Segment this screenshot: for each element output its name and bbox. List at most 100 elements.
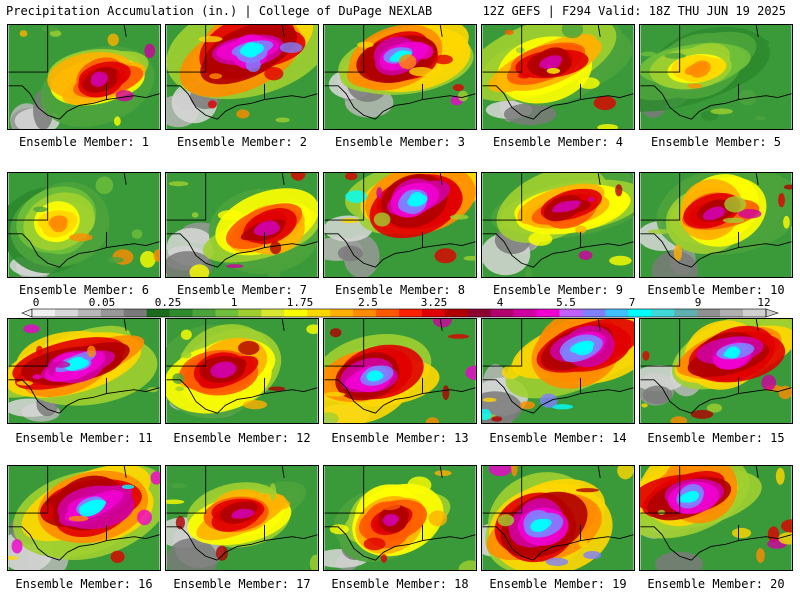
ensemble-panel-1	[7, 24, 161, 130]
colorbar-tick-label: 1	[230, 296, 238, 309]
ensemble-member-label: Ensemble Member: 19	[489, 577, 627, 591]
colorbar-swatch	[720, 309, 744, 317]
precip-map	[166, 466, 318, 570]
colorbar-swatch	[399, 309, 423, 317]
precip-map	[640, 466, 792, 570]
precip-map	[640, 25, 792, 129]
colorbar-max-arrow	[765, 308, 779, 318]
colorbar-swatch	[674, 309, 698, 317]
colorbar-swatch	[605, 309, 629, 317]
colorbar-min-arrow	[21, 308, 33, 318]
ensemble-member-label: Ensemble Member: 8	[334, 283, 466, 297]
precip-map	[482, 319, 634, 423]
colorbar-swatch	[467, 309, 492, 317]
colorbar-swatch	[559, 309, 583, 317]
precip-map	[640, 173, 792, 277]
colorbar-tick-label: 9	[694, 296, 702, 309]
colorbar-swatch	[376, 309, 400, 317]
ensemble-member-label: Ensemble Member: 9	[492, 283, 624, 297]
precip-map	[324, 25, 476, 129]
precip-map	[8, 466, 160, 570]
colorbar-swatch	[32, 309, 56, 317]
colorbar-swatch	[330, 309, 354, 317]
ensemble-panel-16	[7, 465, 161, 571]
colorbar-swatch	[697, 309, 721, 317]
ensemble-member-label: Ensemble Member: 5	[650, 135, 782, 149]
colorbar-swatch	[307, 309, 331, 317]
colorbar-tick-label: 7	[628, 296, 636, 309]
run-valid-info: 12Z GEFS | F294 Valid: 18Z THU JUN 19 20…	[482, 4, 786, 18]
colorbar-tick-label: 4	[496, 296, 504, 309]
ensemble-member-label: Ensemble Member: 15	[647, 431, 785, 445]
colorbar-swatch	[353, 309, 377, 317]
colorbar-swatch	[421, 309, 446, 317]
precip-map	[482, 466, 634, 570]
ensemble-panel-17	[165, 465, 319, 571]
ensemble-panel-9	[481, 172, 635, 278]
ensemble-member-label: Ensemble Member: 3	[334, 135, 466, 149]
precip-map	[166, 25, 318, 129]
precip-map	[166, 319, 318, 423]
colorbar-tick-label: 0.25	[154, 296, 182, 309]
colorbar-swatch	[284, 309, 308, 317]
ensemble-panel-12	[165, 318, 319, 424]
colorbar-tick-label: 2.5	[358, 296, 378, 309]
map-title: Precipitation Accumulation (in.) | Colle…	[6, 4, 433, 18]
colorbar-swatch	[100, 309, 125, 317]
colorbar-tick-label: 0	[32, 296, 40, 309]
precip-colorbar	[21, 308, 779, 318]
ensemble-panel-7	[165, 172, 319, 278]
colorbar-tick-label: 0.05	[88, 296, 116, 309]
colorbar-swatch	[192, 309, 216, 317]
colorbar-swatch	[77, 309, 102, 317]
precip-map	[482, 173, 634, 277]
colorbar-swatch	[490, 309, 514, 317]
precip-map	[640, 319, 792, 423]
colorbar-swatch	[238, 309, 262, 317]
ensemble-member-label: Ensemble Member: 18	[331, 577, 469, 591]
ensemble-panel-14	[481, 318, 635, 424]
ensemble-panel-2	[165, 24, 319, 130]
precip-map	[8, 319, 160, 423]
precip-map	[324, 319, 476, 423]
ensemble-panel-20	[639, 465, 793, 571]
precip-map	[8, 25, 160, 129]
colorbar-tick-label: 5.5	[556, 296, 576, 309]
ensemble-member-label: Ensemble Member: 14	[489, 431, 627, 445]
precip-map	[166, 173, 318, 277]
ensemble-panel-3	[323, 24, 477, 130]
colorbar-tick-label: 3.25	[420, 296, 448, 309]
ensemble-member-label: Ensemble Member: 1	[18, 135, 150, 149]
ensemble-panel-6	[7, 172, 161, 278]
ensemble-panel-10	[639, 172, 793, 278]
ensemble-panel-15	[639, 318, 793, 424]
precip-map	[8, 173, 160, 277]
colorbar-swatch	[536, 309, 560, 317]
precip-map	[324, 173, 476, 277]
colorbar-swatch	[582, 309, 606, 317]
ensemble-panel-13	[323, 318, 477, 424]
ensemble-member-label: Ensemble Member: 11	[15, 431, 153, 445]
colorbar-swatch	[444, 309, 469, 317]
colorbar-swatch	[169, 309, 193, 317]
precip-map	[324, 466, 476, 570]
colorbar-tick-label: 1.75	[286, 296, 314, 309]
colorbar-swatch	[54, 309, 79, 317]
ensemble-member-label: Ensemble Member: 16	[15, 577, 153, 591]
ensemble-member-label: Ensemble Member: 10	[647, 283, 785, 297]
ensemble-panel-19	[481, 465, 635, 571]
colorbar-swatch	[651, 309, 675, 317]
ensemble-member-label: Ensemble Member: 7	[176, 283, 308, 297]
precip-map	[482, 25, 634, 129]
ensemble-member-label: Ensemble Member: 6	[18, 283, 150, 297]
ensemble-member-label: Ensemble Member: 2	[176, 135, 308, 149]
colorbar-swatch	[261, 309, 285, 317]
colorbar-swatch	[215, 309, 239, 317]
colorbar-swatch	[628, 309, 652, 317]
ensemble-panel-18	[323, 465, 477, 571]
colorbar-swatch	[123, 309, 147, 317]
ensemble-member-label: Ensemble Member: 12	[173, 431, 311, 445]
ensemble-panel-8	[323, 172, 477, 278]
ensemble-panel-4	[481, 24, 635, 130]
colorbar-swatch	[743, 309, 767, 317]
